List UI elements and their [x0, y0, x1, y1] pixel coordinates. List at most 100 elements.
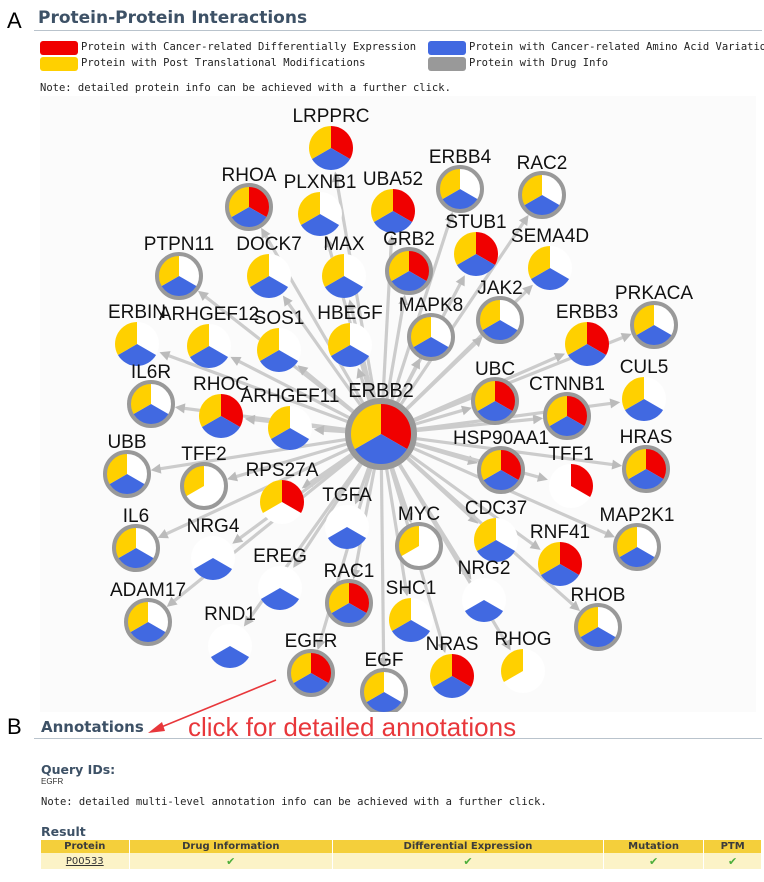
- node-segment-blue: [480, 320, 520, 342]
- node-rnf41[interactable]: RNF41: [530, 522, 590, 586]
- node-rhog[interactable]: RHOG: [495, 629, 552, 693]
- edge-egf: [379, 469, 386, 663]
- node-label: ERBB4: [429, 147, 492, 168]
- node-tff2[interactable]: TFF2: [180, 444, 228, 510]
- mutation-cell[interactable]: ✔: [603, 853, 705, 869]
- node-segment-blue: [364, 692, 404, 712]
- node-sos1[interactable]: SOS1: [254, 308, 305, 372]
- ppi-network-canvas[interactable]: LRPPRC RHOA PLXNB1 UBA52 ERBB4 RAC2 PTPN11 DOCK…: [40, 96, 756, 712]
- node-nrg4[interactable]: NRG4: [187, 516, 240, 580]
- node-label: HRAS: [620, 427, 673, 448]
- node-stub1[interactable]: STUB1: [445, 212, 507, 276]
- node-rps27a[interactable]: RPS27A: [246, 460, 319, 524]
- drug-ring: [180, 462, 228, 510]
- drug-ring: [476, 296, 524, 344]
- node-segment-yellow: [474, 518, 496, 551]
- column-header-drug-information: Drug Information: [129, 840, 334, 853]
- edge-adam17: [170, 455, 354, 605]
- node-grb2[interactable]: GRB2: [383, 229, 435, 295]
- node-shc1[interactable]: SHC1: [386, 578, 437, 642]
- node-adam17[interactable]: ADAM17: [110, 580, 186, 646]
- node-erbin[interactable]: ERBIN: [108, 302, 166, 366]
- node-arhgef12[interactable]: ARHGEF12: [159, 304, 259, 368]
- node-segment-blue: [352, 434, 410, 468]
- drug-ring: [124, 598, 172, 646]
- annotations-title[interactable]: Annotations: [41, 718, 144, 736]
- node-arhgef11[interactable]: ARHGEF11: [241, 386, 340, 450]
- node-egf[interactable]: EGF: [360, 650, 408, 712]
- node-segment-yellow: [309, 126, 331, 159]
- edge-arrowhead: [297, 365, 309, 376]
- node-label: ERBIN: [108, 302, 166, 323]
- node-hsp90aa1[interactable]: HSP90AA1: [453, 428, 549, 494]
- node-ubb[interactable]: UBB: [103, 432, 151, 498]
- node-jak2[interactable]: JAK2: [476, 278, 524, 344]
- node-nras[interactable]: NRAS: [426, 634, 479, 698]
- node-egfr[interactable]: EGFR: [285, 631, 338, 697]
- node-label: SHC1: [386, 578, 437, 599]
- node-erbb3[interactable]: ERBB3: [556, 302, 618, 366]
- node-segment-blue: [193, 558, 233, 580]
- node-mapk8[interactable]: MAPK8: [399, 295, 463, 361]
- check-icon[interactable]: ✔: [463, 854, 473, 868]
- node-hras[interactable]: HRAS: [620, 427, 673, 493]
- node-nrg2[interactable]: NRG2: [458, 558, 511, 622]
- node-dock7[interactable]: DOCK7: [236, 234, 302, 298]
- node-rhob[interactable]: RHOB: [571, 585, 626, 651]
- node-label: NRG2: [458, 558, 511, 579]
- node-label: RNF41: [530, 522, 590, 543]
- node-ereg[interactable]: EREG: [253, 546, 307, 610]
- node-hbegf[interactable]: HBEGF: [317, 303, 383, 367]
- query-ids-label: Query IDs:: [41, 762, 116, 777]
- node-plxnb1[interactable]: PLXNB1: [284, 172, 357, 236]
- node-rhoa[interactable]: RHOA: [222, 165, 277, 231]
- node-myc[interactable]: MYC: [395, 504, 443, 570]
- node-rac1[interactable]: RAC1: [324, 561, 375, 627]
- node-segment-blue: [327, 527, 367, 549]
- check-icon[interactable]: ✔: [728, 854, 738, 868]
- annotations-section-header[interactable]: Annotations: [34, 716, 762, 739]
- drug-ring: [543, 392, 591, 440]
- column-header-ptm: PTM: [703, 840, 762, 853]
- node-rhoc[interactable]: RHOC: [193, 374, 249, 438]
- edge-arrowhead: [197, 290, 209, 301]
- node-segment-blue: [311, 148, 351, 170]
- column-header-mutation: Mutation: [603, 840, 705, 853]
- node-label: LRPPRC: [292, 106, 369, 127]
- node-erbb4[interactable]: ERBB4: [429, 147, 492, 213]
- node-erbb2[interactable]: ERBB2: [345, 380, 417, 470]
- node-segment-blue: [373, 211, 413, 233]
- protein-link[interactable]: P00533: [65, 855, 104, 867]
- node-rac2[interactable]: RAC2: [517, 153, 568, 219]
- node-ctnnb1[interactable]: CTNNB1: [529, 374, 605, 440]
- node-cul5[interactable]: CUL5: [620, 357, 669, 421]
- drug-ring: [622, 445, 670, 493]
- node-tff1[interactable]: TFF1: [548, 444, 594, 508]
- node-max[interactable]: MAX: [322, 234, 366, 298]
- node-tgfa[interactable]: TGFA: [322, 485, 372, 549]
- callout-text: click for detailed annotations: [188, 712, 517, 742]
- node-sema4d[interactable]: SEMA4D: [511, 226, 589, 290]
- node-segment-red: [452, 654, 474, 687]
- check-icon[interactable]: ✔: [226, 854, 236, 868]
- differential-expression-cell[interactable]: ✔: [332, 853, 604, 869]
- edge-arrowhead: [243, 615, 254, 627]
- node-ptpn11[interactable]: PTPN11: [144, 234, 214, 300]
- node-il6r[interactable]: IL6R: [127, 362, 175, 428]
- node-ubc[interactable]: UBC: [471, 359, 519, 425]
- node-il6[interactable]: IL6: [112, 506, 160, 572]
- node-cdc37[interactable]: CDC37: [465, 498, 527, 562]
- ppi-network-graph[interactable]: LRPPRC RHOA PLXNB1 UBA52 ERBB4 RAC2 PTPN11 DOCK…: [40, 96, 756, 712]
- edge-arrowhead: [467, 513, 479, 524]
- node-rnd1[interactable]: RND1: [204, 604, 256, 668]
- check-icon[interactable]: ✔: [648, 854, 659, 868]
- node-label: ERBB3: [556, 302, 618, 323]
- node-prkaca[interactable]: PRKACA: [615, 283, 693, 349]
- node-lrpprc[interactable]: LRPPRC: [292, 106, 370, 170]
- node-map2k1[interactable]: MAP2K1: [600, 505, 675, 571]
- drug-info-cell[interactable]: ✔: [129, 853, 334, 869]
- ptm-cell[interactable]: ✔: [703, 853, 762, 869]
- node-uba52[interactable]: UBA52: [363, 169, 423, 233]
- node-segment-blue: [189, 346, 229, 368]
- ppi-note: Note: detailed protein info can be achie…: [40, 82, 451, 94]
